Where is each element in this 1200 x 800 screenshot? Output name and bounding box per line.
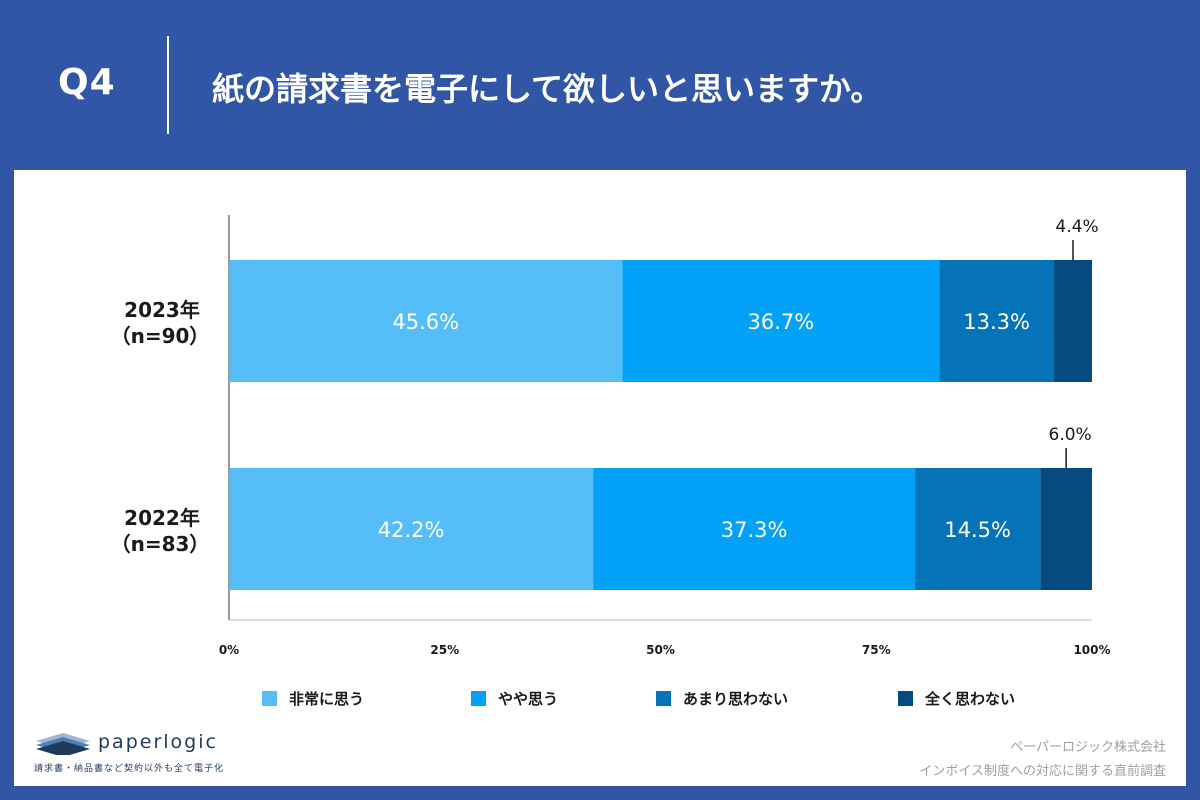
callout-data-label: 4.4% (1055, 217, 1098, 237)
legend-item: 全く思わない (898, 683, 1015, 713)
question-number: Q4 (58, 62, 116, 103)
bar-segment (1054, 260, 1092, 382)
bar-segment (229, 468, 594, 590)
bar-segment (229, 260, 623, 382)
bar-segment (622, 260, 940, 382)
company-credit: ペーパーロジック株式会社 (1010, 740, 1166, 755)
category-label: 2023年 (124, 298, 200, 322)
chart-panel: 0% 25% 50% 75% 100% 2023年 （n=90） 2022年 （n=83） 45.… (14, 170, 1186, 786)
legend-label: やや思う (498, 689, 559, 708)
legend-label: 非常に思う (289, 689, 365, 708)
data-label: 42.2% (378, 518, 445, 542)
data-label: 14.5% (944, 518, 1011, 542)
x-tick-label: 0% (219, 643, 239, 657)
data-label: 37.3% (721, 518, 788, 542)
legend-label: 全く思わない (925, 689, 1016, 708)
category-sample-size: （n=90） (111, 324, 210, 348)
legend-item: やや思う (471, 683, 558, 713)
survey-credit: インボイス制度への対応に関する直前調査 (919, 764, 1166, 779)
legend-item: あまり思わない (656, 683, 788, 713)
question-title: 紙の請求書を電子にして欲しいと思いますか。 (212, 70, 883, 108)
header: Q4 紙の請求書を電子にして欲しいと思いますか。 (0, 0, 1200, 170)
chart-legend: 非常に思う やや思う あまり思わない 全く思わない (14, 683, 1186, 713)
header-divider (167, 36, 169, 134)
bar-segment (915, 468, 1041, 590)
brand-tagline: 請求書・納品書など契約以外も全て電子化 (34, 764, 225, 774)
data-label: 45.6% (392, 310, 459, 334)
legend-item: 非常に思う (262, 683, 364, 713)
bar-segment (939, 260, 1055, 382)
category-label: 2022年 (124, 506, 200, 530)
data-label: 13.3% (963, 310, 1030, 334)
x-tick-label: 25% (430, 643, 459, 657)
brand-logo: paperlogic 請求書・納品書など契約以外も全て電子化 (34, 723, 334, 783)
data-label: 36.7% (748, 310, 815, 334)
bar-segment (593, 468, 916, 590)
bar-segment (1040, 468, 1092, 590)
x-tick-label: 50% (646, 643, 675, 657)
legend-swatch (898, 690, 913, 706)
legend-swatch (262, 690, 277, 706)
legend-swatch (471, 690, 486, 706)
brand-name: paperlogic (98, 731, 218, 753)
x-tick-label: 100% (1073, 643, 1110, 657)
stacked-bar-chart: 0% 25% 50% 75% 100% 2023年（n=90） 2022年（n=83） 45.… (111, 215, 1111, 657)
callout-data-label: 6.0% (1049, 425, 1092, 445)
paperlogic-logo-icon (36, 733, 90, 755)
x-tick-label: 75% (862, 643, 891, 657)
category-sample-size: （n=83） (111, 532, 210, 556)
legend-swatch (656, 690, 671, 706)
legend-label: あまり思わない (683, 689, 789, 708)
